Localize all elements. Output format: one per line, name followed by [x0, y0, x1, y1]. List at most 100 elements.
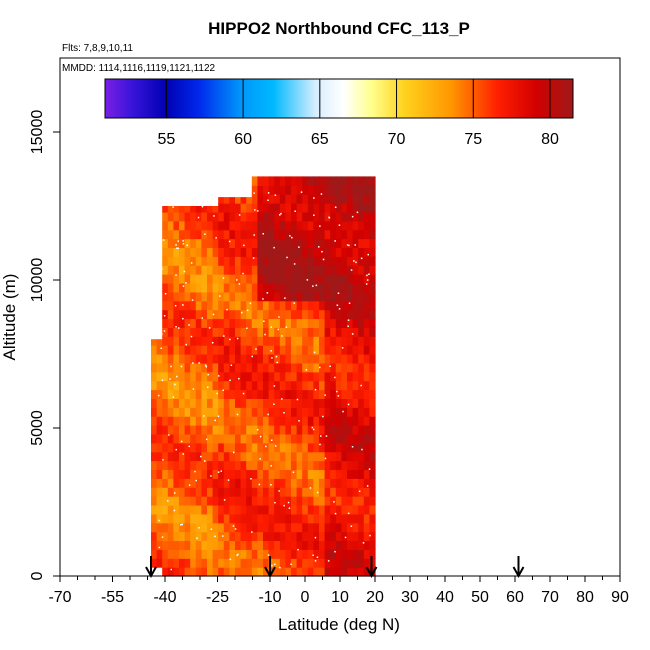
- heatmap-cell: [341, 203, 348, 213]
- colorbar-gradient: [104, 78, 574, 119]
- heatmap-cell: [319, 433, 326, 444]
- heatmap-cell: [173, 354, 180, 364]
- heatmap-cell: [347, 345, 354, 355]
- heatmap-cell: [263, 513, 270, 524]
- gap-speck: [161, 268, 163, 270]
- heatmap-cell: [335, 336, 342, 346]
- heatmap-cell: [251, 185, 258, 195]
- heatmap-cell: [302, 504, 309, 515]
- heatmap-cell: [268, 274, 275, 284]
- heatmap-cell: [235, 318, 242, 328]
- gap-speck: [182, 285, 185, 287]
- gap-speck: [211, 342, 214, 344]
- heatmap-cell: [291, 389, 298, 399]
- heatmap-cell: [296, 274, 303, 284]
- heatmap-cell: [330, 504, 337, 515]
- heatmap-cell: [347, 194, 354, 204]
- heatmap-cell: [218, 300, 225, 311]
- gap-speck: [298, 420, 300, 422]
- heatmap-cell: [229, 540, 236, 550]
- heatmap-cell: [240, 318, 247, 328]
- heatmap-cell: [363, 513, 370, 524]
- heatmap-cell: [235, 460, 242, 471]
- heatmap-cell: [240, 451, 247, 462]
- heatmap-cell: [347, 469, 354, 479]
- heatmap-cell: [358, 282, 365, 293]
- heatmap-cell: [358, 229, 365, 240]
- heatmap-cell: [212, 300, 219, 311]
- heatmap-cell: [212, 469, 219, 479]
- gap-speck: [273, 403, 275, 405]
- heatmap-cell: [195, 274, 202, 284]
- heatmap-cell: [162, 504, 169, 515]
- heatmap-cell: [212, 211, 219, 222]
- heatmap-cell: [296, 371, 303, 382]
- heatmap-cell: [296, 362, 303, 373]
- heatmap-cell: [335, 416, 342, 426]
- heatmap-cell: [347, 354, 354, 364]
- heatmap-cell: [319, 460, 326, 471]
- heatmap-cell: [167, 206, 174, 213]
- gap-speck: [222, 277, 225, 279]
- heatmap-cell: [240, 362, 247, 373]
- heatmap-cell: [251, 291, 258, 302]
- heatmap-cell: [207, 389, 214, 399]
- heatmap-cell: [257, 433, 264, 444]
- heatmap-cell: [279, 211, 286, 222]
- heatmap-cell: [167, 282, 174, 293]
- heatmap-cell: [358, 318, 365, 328]
- heatmap-cell: [179, 451, 186, 462]
- heatmap-cell: [201, 460, 208, 471]
- gap-speck: [163, 315, 166, 317]
- heatmap-cell: [162, 380, 169, 391]
- heatmap-cell: [268, 203, 275, 213]
- heatmap-cell: [179, 407, 186, 417]
- gap-speck: [204, 233, 206, 235]
- heatmap-cell: [274, 336, 281, 346]
- heatmap-cell: [358, 487, 365, 497]
- heatmap-cell: [263, 327, 270, 337]
- heatmap-cell: [352, 265, 359, 275]
- heatmap-cell: [296, 354, 303, 364]
- heatmap-cell: [279, 354, 286, 364]
- heatmap-cell: [251, 256, 258, 266]
- heatmap-cell: [184, 433, 191, 444]
- gap-speck: [327, 560, 330, 562]
- heatmap-cell: [324, 380, 331, 391]
- gap-speck: [305, 369, 308, 371]
- heatmap-cell: [347, 309, 354, 320]
- heatmap-cell: [352, 354, 359, 364]
- heatmap-cell: [330, 433, 337, 444]
- heatmap-cell: [313, 247, 320, 257]
- heatmap-cell: [279, 531, 286, 542]
- heatmap-cell: [324, 460, 331, 471]
- heatmap-cell: [201, 309, 208, 320]
- gap-speck: [337, 395, 340, 397]
- heatmap-cell: [251, 176, 258, 186]
- heatmap-cell: [285, 469, 292, 479]
- heatmap-cell: [307, 531, 314, 542]
- heatmap-cell: [330, 540, 337, 550]
- heatmap-cell: [218, 345, 225, 355]
- gap-speck: [233, 451, 235, 454]
- heatmap-cell: [324, 229, 331, 240]
- gap-speck: [210, 528, 213, 530]
- heatmap-cell: [347, 256, 354, 266]
- heatmap-cell: [285, 247, 292, 257]
- heatmap-cell: [251, 247, 258, 257]
- heatmap-cell: [207, 531, 214, 542]
- heatmap-cell: [279, 389, 286, 399]
- heatmap-cell: [307, 291, 314, 302]
- heatmap-cell: [190, 336, 197, 346]
- heatmap-cell: [156, 398, 163, 408]
- heatmap-cell: [190, 345, 197, 355]
- heatmap-cell: [207, 354, 214, 364]
- heatmap-cell: [263, 567, 270, 577]
- heatmap-cell: [291, 460, 298, 471]
- heatmap-cell: [156, 487, 163, 497]
- gap-speck: [175, 326, 177, 328]
- heatmap-cell: [229, 433, 236, 444]
- gap-speck: [266, 292, 269, 294]
- heatmap-cell: [223, 371, 230, 382]
- gap-speck: [280, 212, 282, 215]
